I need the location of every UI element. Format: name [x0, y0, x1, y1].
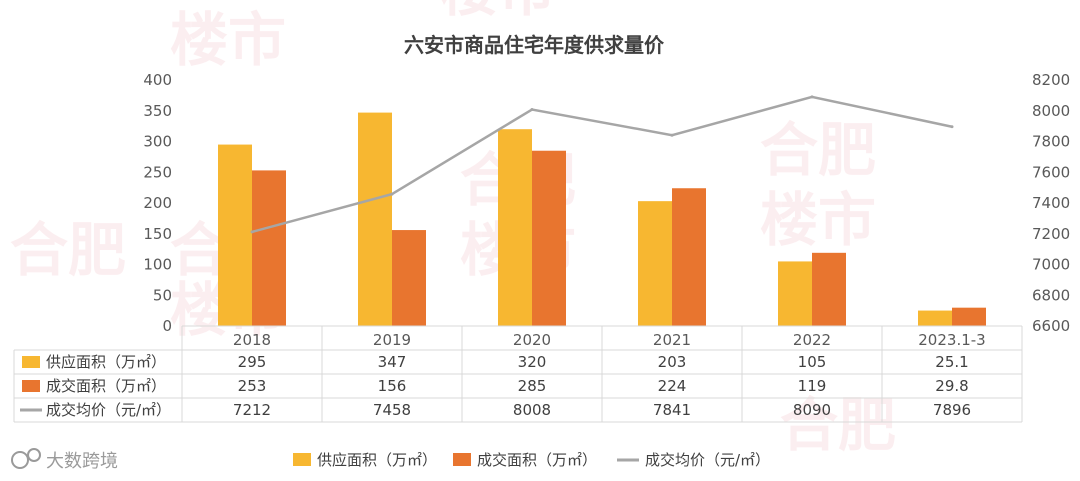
bar-0-4	[778, 261, 812, 326]
legend-key	[293, 453, 311, 466]
table-legend-key	[22, 380, 40, 392]
x-axis-tick-label: 2021	[653, 331, 691, 349]
line-point-1	[390, 192, 394, 196]
table-cell: 7458	[373, 401, 411, 419]
left-axis-tick-label: 350	[143, 102, 172, 120]
bar-0-5	[918, 310, 952, 326]
table-row-header: 成交面积（万㎡）	[46, 377, 166, 395]
bar-layer	[218, 112, 986, 326]
table-cell: 347	[378, 353, 407, 371]
left-y-axis: 0 50 100 150 200 250 300 350 400	[143, 71, 172, 335]
bar-0-1	[358, 112, 392, 326]
watermark-text: 合肥	[10, 216, 126, 284]
line-layer	[250, 95, 954, 234]
right-axis-tick-label: 7000	[1032, 256, 1070, 274]
bar-1-1	[392, 230, 426, 326]
table-cell: 29.8	[935, 377, 968, 395]
line-point-0	[250, 230, 254, 234]
brand-mark: 大数跨境	[11, 448, 118, 472]
right-axis-tick-label: 6600	[1032, 317, 1070, 335]
bar-0-2	[498, 129, 532, 326]
table-cell: 156	[378, 377, 407, 395]
price-line	[251, 95, 953, 234]
table-cell: 203	[658, 353, 687, 371]
right-y-axis: 6600 6800 7000 7200 7400 7600 7800 8000 8200	[1032, 71, 1070, 335]
brand-name: 大数跨境	[46, 451, 118, 472]
brand-logo-icon	[27, 448, 41, 462]
bar-1-5	[952, 307, 986, 326]
line-point-2	[530, 108, 534, 112]
legend-label: 供应面积（万㎡）	[317, 451, 437, 469]
left-axis-tick-label: 250	[143, 163, 172, 181]
table-cell: 285	[518, 377, 547, 395]
table-cell: 7896	[933, 401, 971, 419]
bar-1-3	[672, 188, 706, 326]
left-axis-tick-label: 150	[143, 225, 172, 243]
watermark-text: 楼市	[170, 6, 286, 74]
left-axis-tick-label: 50	[153, 286, 172, 304]
table-cell: 7212	[233, 401, 271, 419]
line-point-4	[810, 95, 814, 99]
table-cell: 8008	[513, 401, 551, 419]
line-point-3	[670, 133, 674, 137]
legend-label: 成交均价（元/㎡）	[645, 451, 770, 469]
left-axis-tick-label: 400	[143, 71, 172, 89]
watermark-text: 合肥	[760, 116, 876, 184]
chart-title: 六安市商品住宅年度供求量价	[404, 33, 665, 57]
left-axis-tick-label: 0	[162, 317, 172, 335]
legend-label: 成交面积（万㎡）	[477, 451, 597, 469]
x-axis-tick-label: 2023.1-3	[918, 331, 985, 349]
watermark-text: 合肥	[780, 391, 896, 459]
data-table: 2018 2019 2020 2021 2022 2023.1-3 供应面积（万㎡） 295 3…	[13, 325, 1023, 423]
table-cell: 25.1	[935, 353, 968, 371]
bar-1-2	[532, 150, 566, 326]
right-axis-tick-label: 7600	[1032, 163, 1070, 181]
x-axis-tick-label: 2018	[233, 331, 271, 349]
watermark-text: 楼市	[760, 186, 876, 254]
right-axis-tick-label: 7800	[1032, 133, 1070, 151]
x-axis-tick-label: 2022	[793, 331, 831, 349]
table-cell: 8090	[793, 401, 831, 419]
right-axis-tick-label: 7400	[1032, 194, 1070, 212]
left-axis-tick-label: 200	[143, 194, 172, 212]
right-axis-tick-label: 7200	[1032, 225, 1070, 243]
right-axis-tick-label: 8000	[1032, 102, 1070, 120]
table-cell: 105	[798, 353, 827, 371]
legend: 供应面积（万㎡） 成交面积（万㎡） 成交均价（元/㎡）	[293, 451, 770, 469]
line-point-5	[950, 125, 954, 129]
table-cell: 7841	[653, 401, 691, 419]
right-axis-tick-label: 8200	[1032, 71, 1070, 89]
x-axis-tick-label: 2019	[373, 331, 411, 349]
table-cell: 320	[518, 353, 547, 371]
table-cell: 224	[658, 377, 687, 395]
table-cell: 119	[798, 377, 827, 395]
bar-1-4	[812, 252, 846, 326]
brand-logo-icon	[11, 451, 29, 469]
bar-1-0	[252, 170, 286, 326]
table-cell: 253	[238, 377, 267, 395]
legend-key	[453, 453, 471, 466]
right-axis-tick-label: 6800	[1032, 286, 1070, 304]
table-row-header: 供应面积（万㎡）	[46, 353, 166, 371]
table-legend-key	[22, 356, 40, 368]
table-row-header: 成交均价（元/㎡）	[46, 401, 171, 419]
x-axis-tick-label: 2020	[513, 331, 551, 349]
table-cell: 295	[238, 353, 267, 371]
left-axis-tick-label: 300	[143, 133, 172, 151]
left-axis-tick-label: 100	[143, 256, 172, 274]
watermark-text: 楼市	[440, 0, 556, 24]
bar-0-0	[218, 144, 252, 326]
bar-0-3	[638, 201, 672, 326]
